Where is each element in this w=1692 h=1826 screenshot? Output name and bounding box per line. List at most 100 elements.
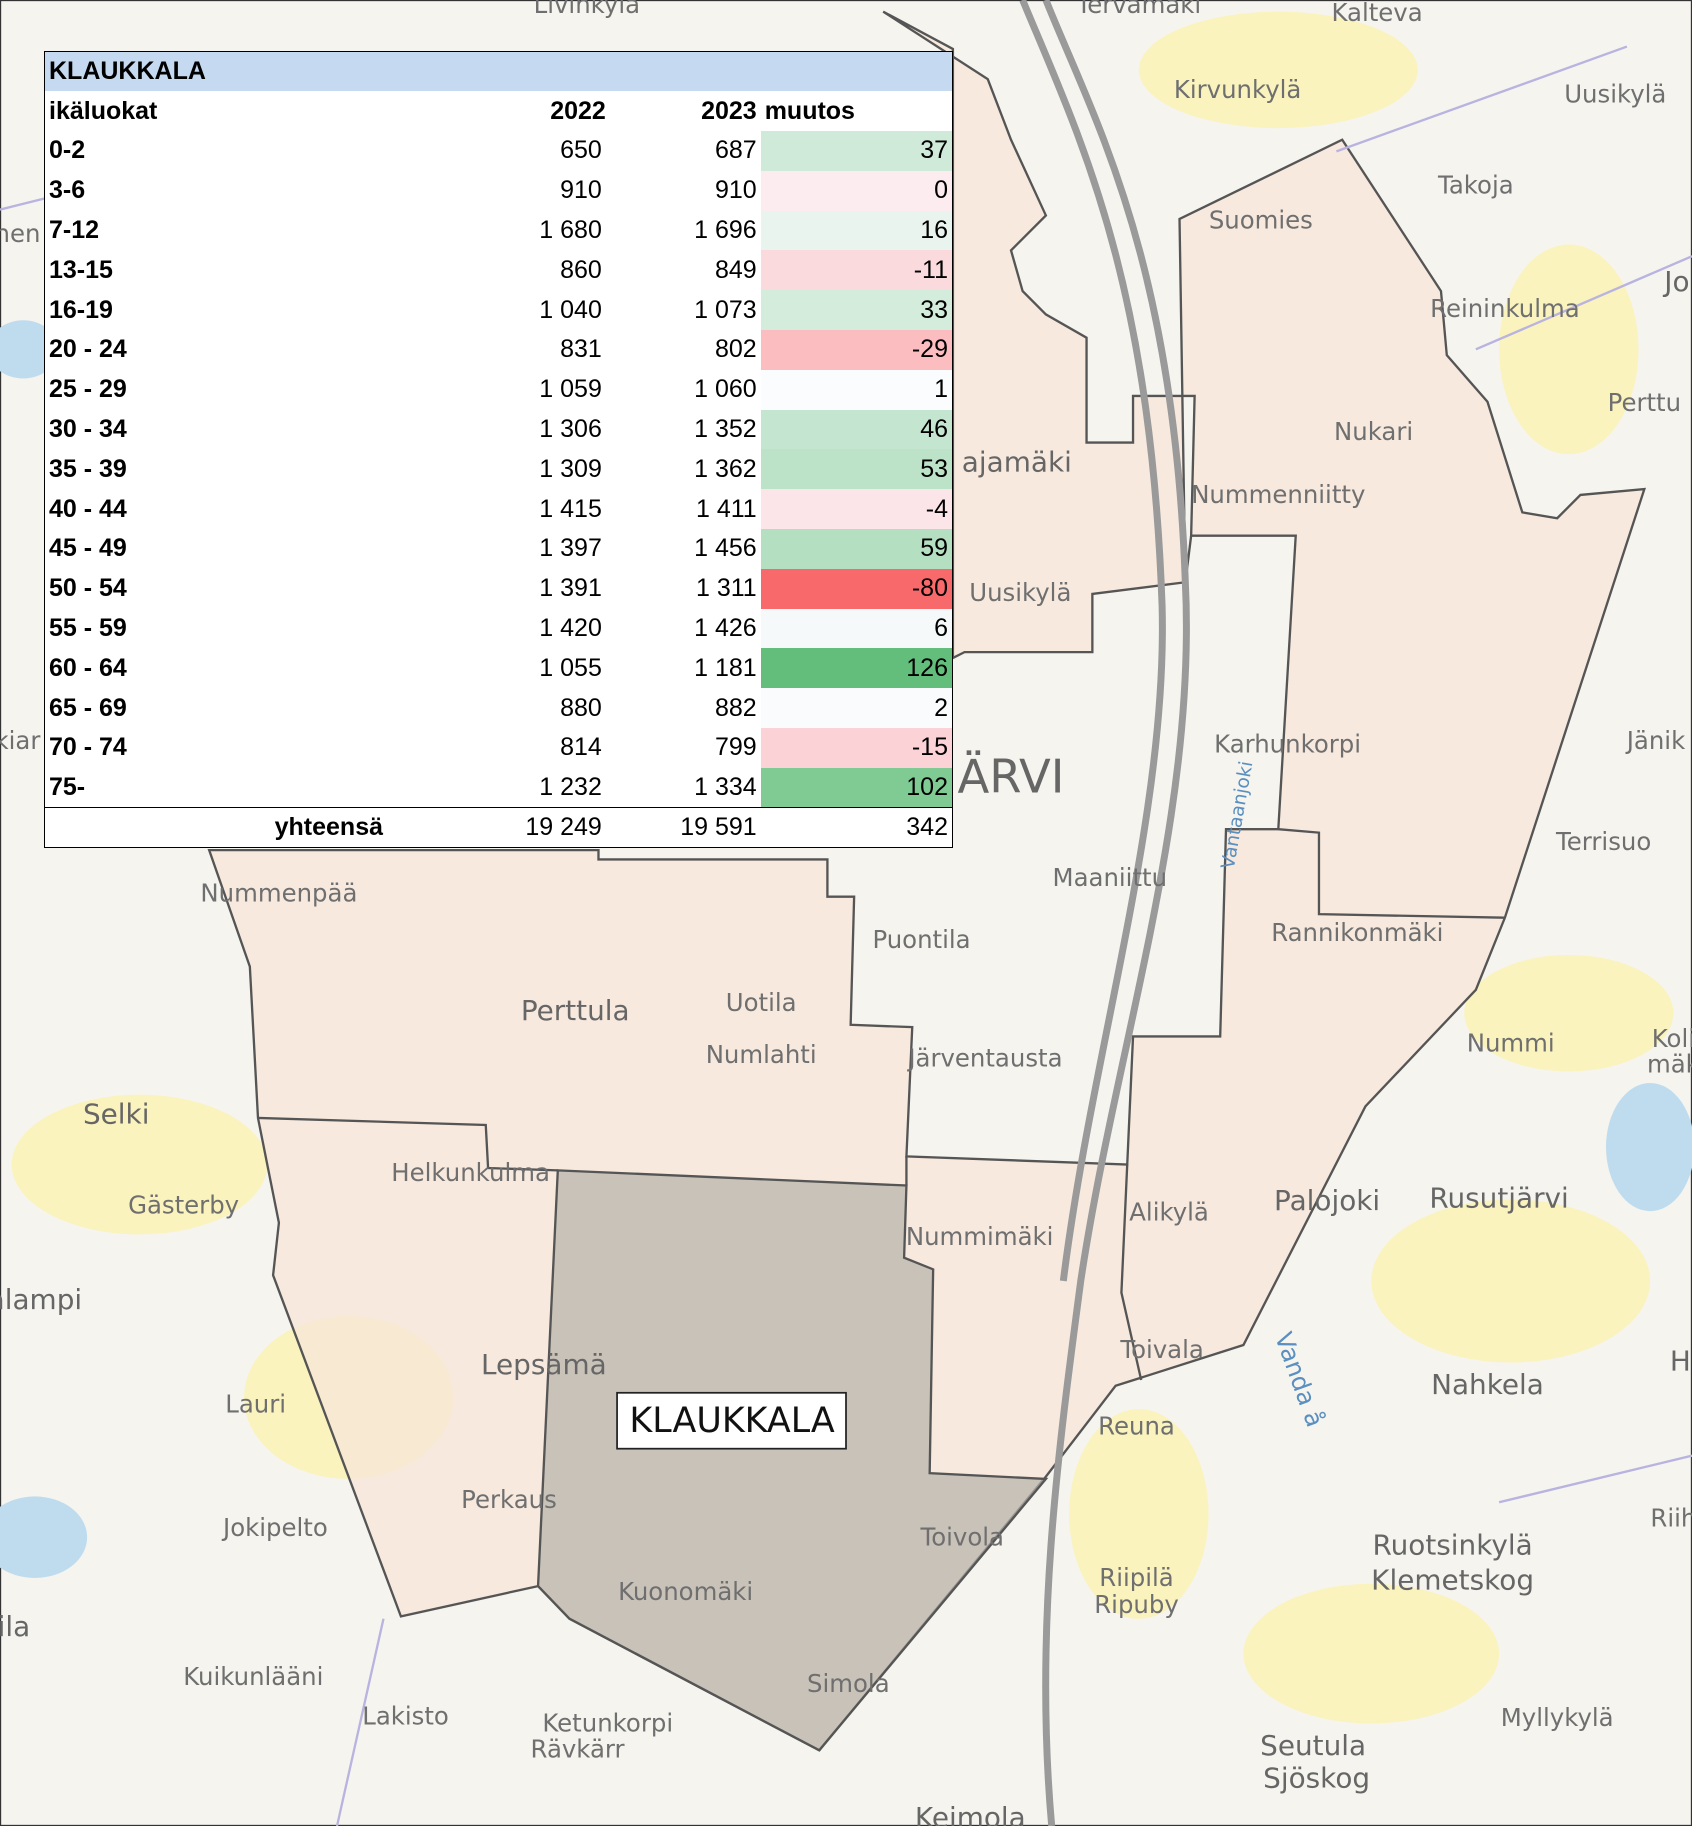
table-cell: 1 420 (539, 614, 602, 643)
table-cell: 126 (760, 648, 953, 689)
table-cell: 16 (760, 210, 953, 251)
place-label: Nahkela (1431, 1368, 1544, 1401)
table-cell: 16-19 (49, 295, 113, 324)
place-label: Simola (807, 1669, 890, 1698)
table-cell: 910 (560, 176, 602, 205)
population-table: KLAUKKALA ikäluokat 2022 2023 muutos 0-2… (44, 51, 953, 848)
place-label: Lepsämä (481, 1348, 607, 1381)
table-cell: 70 - 74 (49, 733, 127, 762)
place-label: Gästerby (128, 1190, 239, 1219)
header-cell: 2023 (701, 96, 757, 125)
place-label: Seutula (1260, 1729, 1366, 1762)
table-cell: 1 456 (694, 534, 757, 563)
place-label: mäk (1647, 1050, 1692, 1079)
place-label: Suomies (1209, 205, 1313, 234)
place-label: Perttula (521, 994, 630, 1027)
table-cell: 1 334 (694, 772, 757, 801)
table-cell: 1 362 (694, 454, 757, 483)
table-row: 60 - 64 1 055 1 181 126 (45, 648, 953, 689)
place-label: Tervamäki (1075, 0, 1201, 19)
header-cell: muutos (764, 96, 855, 125)
table-row: 40 - 44 1 415 1 411 -4 (45, 489, 953, 530)
place-label: Rannikonmäki (1271, 918, 1443, 947)
table-cell: 20 - 24 (49, 335, 127, 364)
place-label: Reuna (1098, 1412, 1175, 1441)
place-label: Riipilä (1099, 1563, 1173, 1592)
place-label: kiar (0, 726, 41, 755)
place-label: Jänik (1625, 726, 1686, 755)
place-label: ÄRVI (958, 750, 1065, 804)
table-cell: 1 696 (694, 216, 757, 245)
table-cell: 55 - 59 (49, 614, 127, 643)
table-cell: 1 (760, 369, 953, 410)
header-cell: ikäluokat (49, 96, 158, 125)
place-label: Ruotsinkylä (1373, 1528, 1533, 1561)
table-row: 25 - 29 1 059 1 060 1 (45, 369, 953, 410)
table-cell: -4 (760, 489, 953, 530)
place-label: Jokipelto (221, 1513, 328, 1542)
table-row: 55 - 59 1 420 1 426 6 (45, 608, 953, 649)
place-label: Riih (1650, 1504, 1692, 1533)
place-label: Kuikunlääni (183, 1662, 323, 1691)
table-cell: 1 391 (539, 574, 602, 603)
place-label: Lakisto (362, 1702, 449, 1731)
table-cell: -15 (760, 728, 953, 768)
table-cell: 342 (760, 807, 953, 848)
table-cell: 1 426 (694, 614, 757, 643)
table-row: 35 - 39 1 309 1 362 53 (45, 449, 953, 490)
place-label: Helkunkulma (391, 1158, 550, 1187)
place-label: Järventausta (906, 1044, 1062, 1073)
table-cell: 7-12 (49, 216, 100, 245)
place-label: alampi (0, 1283, 82, 1316)
place-label: nen (0, 219, 40, 248)
place-label: Rävkärr (531, 1734, 626, 1763)
table-cell: 1 411 (695, 494, 757, 523)
table-row: 70 - 74 814 799 -15 (45, 728, 953, 768)
place-label: Kuonomäki (618, 1577, 753, 1606)
place-label: Nummenpää (200, 878, 357, 907)
place-label: Takoja (1437, 170, 1514, 199)
table-cell: 687 (714, 136, 757, 165)
place-label: Koli (1652, 1024, 1692, 1053)
table-cell: 650 (560, 136, 602, 165)
table-cell: 1 040 (539, 295, 602, 324)
table-cell: 19 249 (453, 807, 606, 848)
table-row: 65 - 69 880 882 2 (45, 688, 953, 729)
table-cell: 910 (714, 176, 757, 205)
table-row: 30 - 34 1 306 1 352 46 (45, 409, 953, 450)
table-cell: -80 (760, 568, 953, 609)
place-label: Jo (1662, 265, 1689, 298)
table-row: 16-19 1 040 1 073 33 (45, 290, 953, 331)
place-label: Puontila (872, 925, 970, 954)
table-cell: 1 352 (694, 415, 757, 444)
region-label: KLAUKKALA (629, 1401, 834, 1441)
total-row: yhteensä 19 249 19 591 342 (44, 807, 953, 848)
place-label: Toivala (1119, 1335, 1204, 1364)
place-label: Kalteva (1331, 0, 1422, 27)
table-cell: 1 311 (695, 574, 757, 603)
table-cell: 814 (560, 733, 602, 762)
table-cell: 1 060 (694, 375, 757, 404)
table-cell: 1 181 (694, 653, 757, 682)
table-cell: 880 (560, 693, 602, 722)
table-cell: 849 (714, 255, 757, 284)
table-cell: 19 591 (605, 807, 761, 848)
table-cell: 802 (714, 335, 757, 364)
place-label: Keimola (915, 1801, 1026, 1826)
table-cell: 1 309 (539, 454, 602, 483)
place-label: Reininkulma (1430, 294, 1580, 323)
table-row: 7-12 1 680 1 696 16 (45, 210, 953, 251)
place-label: Lauri (225, 1390, 286, 1419)
table-cell: 1 073 (694, 295, 757, 324)
table-cell: 25 - 29 (49, 375, 127, 404)
place-label: Nummenniitty (1191, 480, 1365, 509)
table-cell: 799 (714, 733, 757, 762)
place-label: ila (0, 1610, 30, 1643)
boundaries (0, 45, 1692, 1826)
place-label: Toivola (919, 1522, 1004, 1551)
table-cell: -29 (760, 330, 953, 370)
title-row: KLAUKKALA (44, 51, 953, 92)
region-label-box (616, 1391, 847, 1450)
table-cell: 33 (760, 290, 953, 331)
